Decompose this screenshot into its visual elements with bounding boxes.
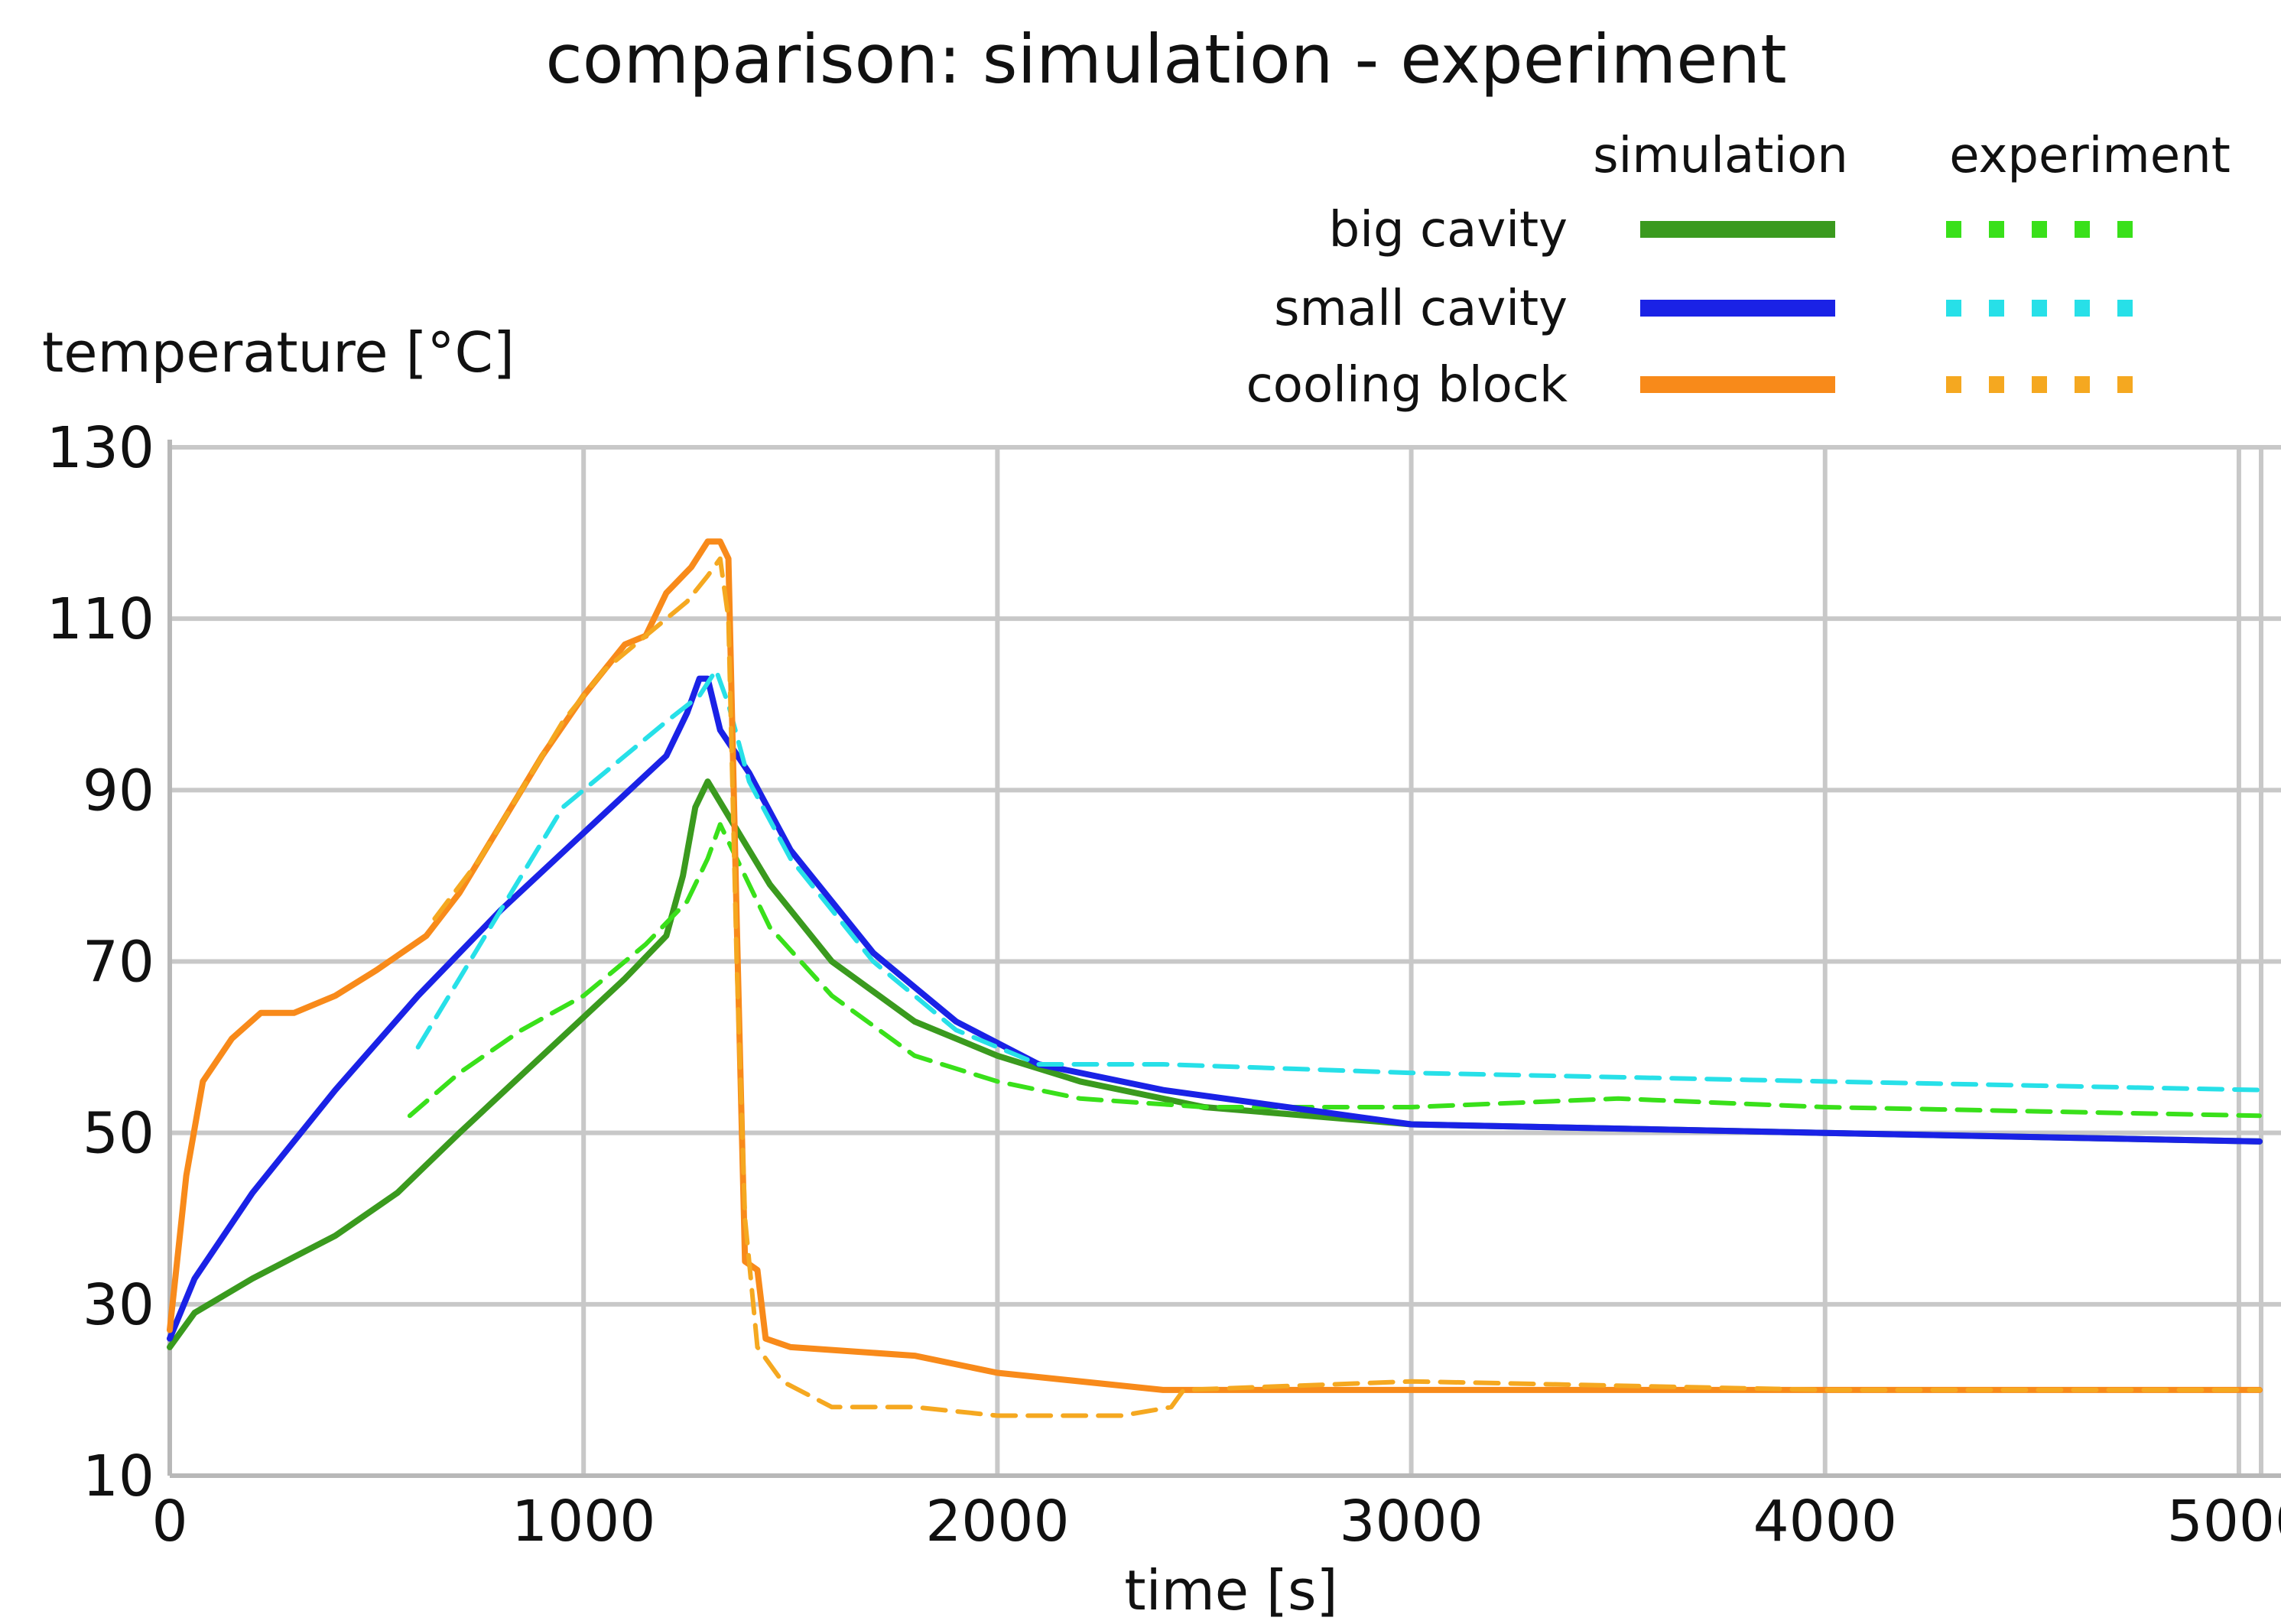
y-tick-label-30: 30	[83, 1272, 154, 1338]
x-tick-label-3000: 3000	[1339, 1489, 1483, 1554]
x-tick-label-5000: 5000	[2167, 1489, 2281, 1554]
tick-labels: 10 30 50 70 90 110 130 0 1000 2000 3000 4000 5000	[47, 415, 2281, 1554]
small-cavity-experiment-line	[415, 667, 2262, 1093]
legend-label-small-cavity: small cavity	[1274, 281, 1568, 337]
legend-label-big-cavity: big cavity	[1329, 202, 1568, 258]
grid	[170, 445, 2281, 1476]
legend: simulation experiment big cavity small c…	[1246, 128, 2231, 414]
y-tick-label-130: 130	[47, 415, 154, 481]
y-tick-label-90: 90	[83, 758, 154, 823]
x-tick-label-0: 0	[151, 1489, 187, 1554]
legend-header-experiment: experiment	[1949, 128, 2231, 184]
big-cavity-simulation-line	[167, 778, 2263, 1350]
small-cavity-simulation-line	[167, 675, 2263, 1342]
series-lines	[167, 538, 2263, 1418]
x-axis-label: time [s]	[1124, 1558, 1337, 1622]
y-tick-label-10: 10	[83, 1444, 154, 1509]
cooling-block-simulation-line	[167, 538, 2263, 1393]
x-tick-label-1000: 1000	[512, 1489, 655, 1554]
legend-header-simulation: simulation	[1593, 128, 1848, 184]
y-tick-label-70: 70	[83, 930, 154, 996]
x-tick-label-4000: 4000	[1753, 1489, 1897, 1554]
cooling-block-experiment-line	[432, 556, 2262, 1418]
chart-title: comparison: simulation - experiment	[545, 20, 1786, 99]
y-tick-label-110: 110	[47, 586, 154, 652]
big-cavity-experiment-line	[407, 822, 2262, 1119]
y-axis-label: temperature [°C]	[42, 320, 515, 385]
x-tick-label-2000: 2000	[925, 1489, 1069, 1554]
legend-label-cooling-block: cooling block	[1246, 357, 1568, 414]
y-tick-label-50: 50	[83, 1101, 154, 1167]
